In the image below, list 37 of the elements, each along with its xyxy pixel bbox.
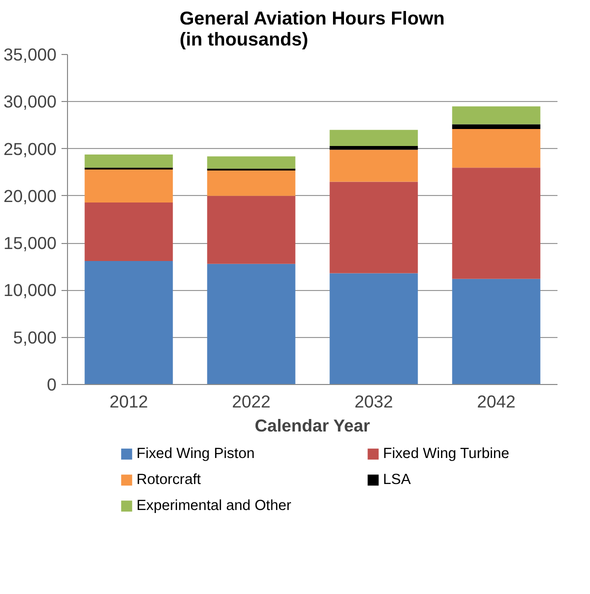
y-tick-label: 30,000 xyxy=(4,92,56,112)
x-tick-label: 2042 xyxy=(476,392,516,412)
bar xyxy=(84,170,173,203)
bar xyxy=(452,124,540,129)
legend-label: Rotorcraft xyxy=(136,472,201,488)
bar xyxy=(207,264,296,384)
bar xyxy=(330,146,418,150)
x-tick-label: 2022 xyxy=(232,392,271,412)
legend-label: Fixed Wing Turbine xyxy=(383,446,510,462)
bar xyxy=(452,278,540,384)
bar xyxy=(452,128,540,168)
legend-label: Fixed Wing Piston xyxy=(136,446,255,462)
bar xyxy=(452,168,540,279)
legend-label: Experimental and Other xyxy=(136,498,292,514)
y-tick-label: 0 xyxy=(46,374,57,394)
x-tick-label: 2012 xyxy=(109,392,148,412)
bar xyxy=(330,130,418,146)
bar xyxy=(452,106,540,124)
y-tick-label: 15,000 xyxy=(4,233,56,254)
y-tick-label: 35,000 xyxy=(4,44,56,64)
y-tick-label: 20,000 xyxy=(4,186,56,206)
x-axis-title: Calendar Year xyxy=(254,416,370,436)
bar xyxy=(330,273,418,384)
y-tick-label: 25,000 xyxy=(4,138,56,159)
bar xyxy=(84,260,173,384)
bar xyxy=(84,202,173,261)
y-tick-label: 5,000 xyxy=(13,327,57,348)
bar xyxy=(330,182,418,274)
bar xyxy=(330,150,418,182)
x-tick-label: 2032 xyxy=(354,392,394,412)
bar xyxy=(207,170,296,196)
legend-label: LSA xyxy=(383,472,411,488)
bar xyxy=(207,196,296,264)
chart-title: General Aviation Hours Flown (in thousands) xyxy=(180,8,445,50)
bar xyxy=(207,156,296,169)
bar xyxy=(84,154,173,168)
y-tick-label: 10,000 xyxy=(4,280,56,300)
